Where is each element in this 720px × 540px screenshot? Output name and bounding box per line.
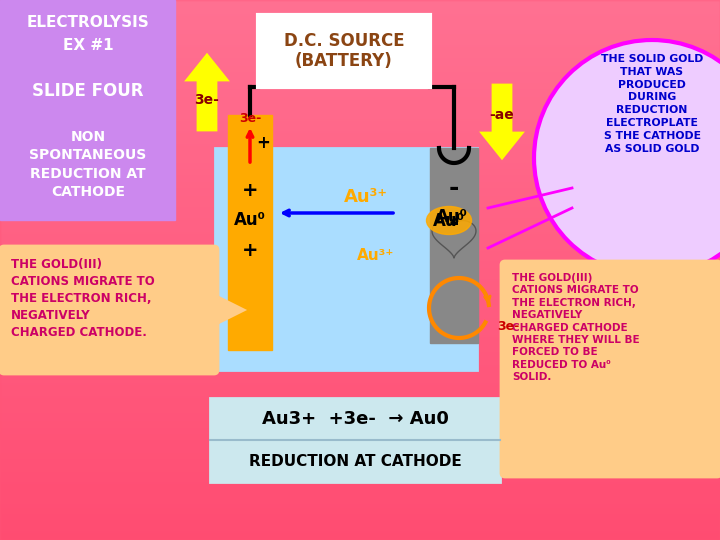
Ellipse shape: [426, 206, 472, 234]
Text: +: +: [242, 180, 258, 199]
Bar: [258, 15, 430, 87]
Text: 3e-: 3e-: [497, 320, 519, 333]
Text: Au⁰: Au⁰: [436, 208, 468, 226]
Bar: [228, 115, 272, 350]
Text: Au⁰: Au⁰: [433, 212, 465, 230]
Text: +: +: [256, 134, 270, 152]
Text: THE SOLID GOLD
THAT WAS
PRODUCED
DURING
REDUCTION
ELECTROPLATE
S THE CATHODE
AS : THE SOLID GOLD THAT WAS PRODUCED DURING …: [600, 54, 703, 153]
Text: REDUCTION AT CATHODE: REDUCTION AT CATHODE: [248, 454, 462, 469]
Text: ELECTROLYSIS: ELECTROLYSIS: [27, 15, 149, 30]
Text: SLIDE FOUR: SLIDE FOUR: [32, 82, 144, 100]
Polygon shape: [482, 85, 522, 158]
Text: Au³⁺: Au³⁺: [357, 247, 395, 262]
Text: D.C. SOURCE
(BATTERY): D.C. SOURCE (BATTERY): [284, 32, 405, 70]
Bar: [0, 0, 175, 220]
FancyBboxPatch shape: [0, 246, 218, 374]
Text: -ae: -ae: [490, 108, 514, 122]
Polygon shape: [432, 220, 476, 258]
FancyBboxPatch shape: [501, 261, 720, 477]
Text: EX #1: EX #1: [63, 38, 113, 53]
Text: Au3+  +3e-  → Au0: Au3+ +3e- → Au0: [261, 410, 449, 428]
Text: -: -: [449, 176, 459, 200]
Polygon shape: [187, 55, 227, 130]
Circle shape: [534, 40, 720, 276]
Text: +: +: [242, 240, 258, 260]
Text: 3e-: 3e-: [239, 112, 261, 125]
Text: THE GOLD(III)
CATIONS MIGRATE TO
THE ELECTRON RICH,
NEGATIVELY
CHARGED CATHODE
W: THE GOLD(III) CATIONS MIGRATE TO THE ELE…: [512, 273, 639, 382]
Bar: [210, 398, 500, 482]
Bar: [215, 148, 477, 370]
Text: Au⁰: Au⁰: [234, 211, 266, 229]
Text: 3e-: 3e-: [194, 93, 220, 107]
Bar: [430, 148, 478, 343]
Text: THE GOLD(III)
CATIONS MIGRATE TO
THE ELECTRON RICH,
NEGATIVELY
CHARGED CATHODE.: THE GOLD(III) CATIONS MIGRATE TO THE ELE…: [11, 258, 155, 339]
Text: -: -: [449, 211, 459, 235]
Text: NON
SPONTANEOUS
REDUCTION AT
CATHODE: NON SPONTANEOUS REDUCTION AT CATHODE: [30, 130, 147, 199]
Polygon shape: [214, 295, 244, 325]
Text: Au³⁺: Au³⁺: [344, 188, 388, 206]
